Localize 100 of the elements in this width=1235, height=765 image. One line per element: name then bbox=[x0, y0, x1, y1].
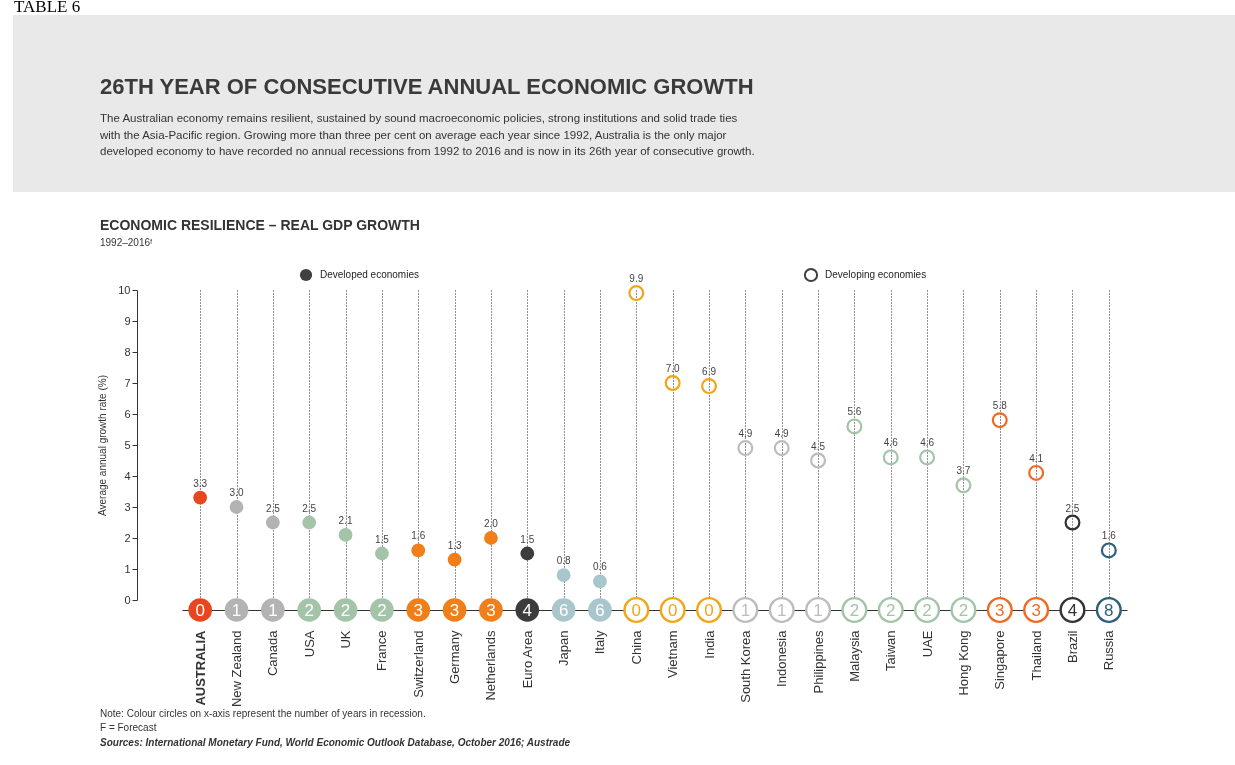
annotation: 2 bbox=[377, 601, 387, 620]
data-label: 2.0 bbox=[483, 518, 499, 529]
data-label: 9.9 bbox=[629, 273, 644, 285]
legend-label: Developed economies bbox=[320, 269, 419, 280]
data-label: 2.5 bbox=[1065, 502, 1080, 514]
annotation: 2 bbox=[340, 601, 351, 620]
data-label: 2.5 bbox=[302, 502, 317, 514]
legend-label: Developing economies bbox=[825, 269, 927, 280]
data-label: 1.6 bbox=[411, 530, 426, 542]
x-tick-label: Brazil bbox=[1064, 630, 1080, 664]
x-tick-label: Hong Kong bbox=[955, 630, 971, 696]
x-tick-label: Italy bbox=[592, 630, 608, 655]
annotation: 2 bbox=[958, 601, 969, 620]
annotation: 6 bbox=[595, 601, 605, 620]
point bbox=[447, 552, 462, 567]
point bbox=[520, 546, 535, 561]
x-tick-label: New Zealand bbox=[229, 630, 245, 708]
source-note: Sources: International Monetary Fund, World Economic Outlook Database, October 2016; Austrade bbox=[100, 737, 571, 748]
data-label: 5.6 bbox=[847, 406, 862, 418]
data-label: 4.6 bbox=[883, 437, 899, 449]
point bbox=[810, 452, 827, 469]
data-label: 7.0 bbox=[665, 363, 681, 374]
point bbox=[701, 378, 718, 395]
data-label: 3.3 bbox=[193, 477, 208, 489]
data-label: 4.9 bbox=[738, 428, 753, 440]
y-tick-label: 4 bbox=[124, 469, 131, 482]
annotation: 2 bbox=[922, 601, 932, 620]
annotation: 1 bbox=[776, 601, 787, 620]
text: ECONOMIC RESILIENCE – REAL GDP GROWTH bbox=[100, 217, 420, 233]
point bbox=[265, 515, 280, 530]
point bbox=[593, 574, 607, 589]
x-tick-label: Malaysia bbox=[846, 629, 862, 682]
y-tick-label: 5 bbox=[124, 438, 131, 451]
annotation: 3 bbox=[449, 601, 460, 620]
x-tick-label: Euro Area bbox=[519, 629, 535, 689]
point bbox=[664, 375, 681, 391]
annotation: 2 bbox=[304, 601, 314, 620]
chart-title: 26TH YEAR OF CONSECUTIVE ANNUAL ECONOMIC GROWTH bbox=[100, 74, 754, 99]
point bbox=[628, 285, 645, 302]
annotation: 1 bbox=[268, 601, 278, 620]
data-label: 4.6 bbox=[920, 437, 935, 449]
point bbox=[991, 412, 1008, 429]
point bbox=[955, 477, 972, 494]
point bbox=[846, 418, 863, 435]
annotation: 1 bbox=[740, 601, 751, 620]
caption: TABLE 6 bbox=[14, 0, 81, 16]
x-tick-label: Canada bbox=[265, 629, 281, 677]
data-label: 2.1 bbox=[338, 514, 353, 526]
annotation: 2 bbox=[886, 601, 896, 620]
x-tick-label: UAE bbox=[919, 630, 935, 658]
data-label: 4.5 bbox=[811, 440, 826, 452]
y-tick-label: 0 bbox=[124, 593, 131, 606]
data-label: 5.8 bbox=[992, 400, 1008, 412]
point bbox=[773, 440, 790, 457]
data-label: 0.6 bbox=[593, 561, 608, 573]
annotation: 4 bbox=[1067, 601, 1078, 620]
annotation: 8 bbox=[1104, 601, 1114, 620]
data-label: 2.5 bbox=[265, 502, 281, 514]
y-axis-title: Average annual growth rate (%) bbox=[97, 374, 109, 517]
data-label: 6.9 bbox=[702, 366, 717, 378]
x-tick-label: USA bbox=[301, 630, 317, 658]
point bbox=[737, 440, 754, 457]
x-tick-label: China bbox=[628, 629, 644, 665]
data-label: 3.7 bbox=[956, 465, 971, 477]
annotation: 0 bbox=[704, 601, 714, 620]
x-tick-label: Thailand bbox=[1028, 630, 1044, 681]
y-tick-label: 2 bbox=[124, 531, 131, 544]
point bbox=[411, 543, 426, 558]
annotation: 3 bbox=[995, 601, 1005, 620]
x-tick-label: South Korea bbox=[737, 629, 753, 703]
annotation: 1 bbox=[813, 601, 823, 620]
x-tick-label: Philippines bbox=[810, 630, 826, 694]
data-label: 4.9 bbox=[774, 428, 790, 440]
x-tick-label: Russia bbox=[1101, 629, 1117, 671]
text: 1992–2016ᶠ bbox=[100, 237, 154, 248]
point bbox=[556, 568, 571, 583]
data-label: 0.8 bbox=[556, 555, 572, 567]
annotation: 2 bbox=[849, 601, 860, 620]
annotation: 0 bbox=[667, 601, 678, 620]
point bbox=[882, 449, 899, 466]
y-tick-label: 8 bbox=[124, 345, 131, 358]
y-tick-label: 10 bbox=[118, 283, 131, 296]
x-tick-label: AUSTRALIA bbox=[192, 629, 208, 706]
point bbox=[193, 490, 208, 505]
y-tick-label: 1 bbox=[124, 562, 131, 575]
x-tick-label: Indonesia bbox=[774, 629, 790, 687]
point bbox=[919, 449, 936, 466]
x-tick-label: Singapore bbox=[992, 630, 1008, 690]
x-tick-label: Switzerland bbox=[410, 630, 426, 698]
data-label: 3.0 bbox=[229, 487, 244, 498]
point bbox=[1100, 542, 1117, 559]
annotation: 0 bbox=[631, 601, 642, 620]
annotation: 3 bbox=[413, 601, 423, 620]
annotation: 4 bbox=[522, 601, 533, 620]
y-tick-label: 3 bbox=[124, 500, 131, 513]
point bbox=[484, 531, 498, 545]
annotation: 3 bbox=[1031, 601, 1041, 620]
point bbox=[229, 500, 244, 514]
text: Note: Colour circles on x-axis represent the number of years in recession. bbox=[100, 708, 426, 719]
text: F = Forecast bbox=[100, 722, 157, 733]
